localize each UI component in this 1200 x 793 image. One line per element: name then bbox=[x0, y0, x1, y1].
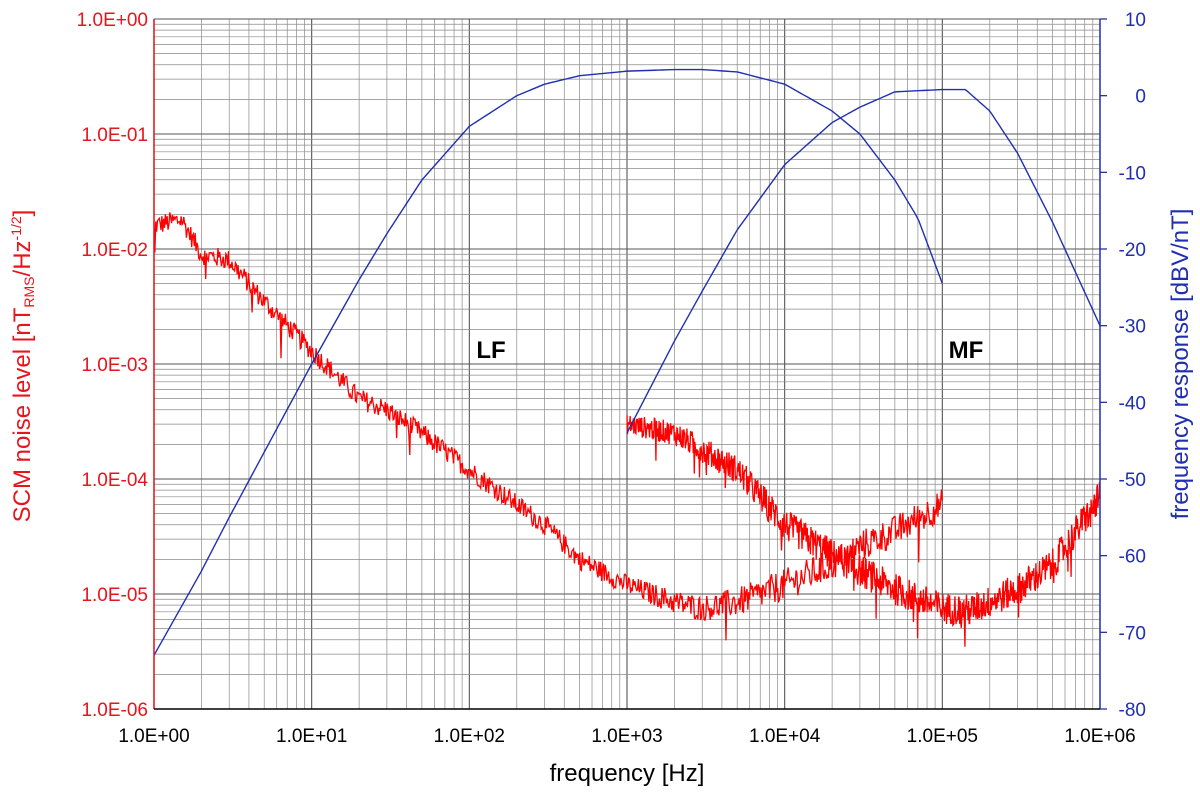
y-left-tick-label: 1.0E-02 bbox=[81, 240, 148, 261]
response-series-2 bbox=[153, 68, 943, 656]
noise-series-1 bbox=[626, 415, 1101, 647]
x-tick-label: 1.0E+04 bbox=[749, 726, 821, 747]
y-right-tick-label: -40 bbox=[1119, 393, 1146, 414]
x-tick-label: 1.0E+02 bbox=[434, 726, 505, 747]
y-right-tick-label: 10 bbox=[1125, 10, 1146, 31]
y-left-tick-label: 1.0E-06 bbox=[81, 700, 148, 721]
y-left-tick-label: 1.0E-03 bbox=[81, 355, 148, 376]
x-tick-label: 1.0E+06 bbox=[1064, 726, 1135, 747]
y-right-tick-label: -60 bbox=[1119, 547, 1146, 568]
annotation-mf: MF bbox=[949, 337, 984, 364]
y-left-tick-label: 1.0E-01 bbox=[81, 125, 148, 146]
y-right-tick-label: -20 bbox=[1119, 240, 1146, 261]
annotation-lf: LF bbox=[476, 337, 505, 364]
y-axis-left-label: SCM noise level [nTRMS/Hz-1/2] bbox=[8, 210, 37, 523]
series-layer bbox=[153, 68, 1101, 656]
axes bbox=[153, 18, 1107, 710]
y-right-tick-label: -30 bbox=[1119, 317, 1146, 338]
x-axis-label: frequency [Hz] bbox=[550, 760, 705, 787]
x-tick-label: 1.0E+05 bbox=[907, 726, 978, 747]
y-right-tick-label: -80 bbox=[1119, 700, 1146, 721]
y-right-tick-label: -10 bbox=[1119, 163, 1146, 184]
y-axis-right-label: frequency response [dBV/nT] bbox=[1167, 209, 1194, 520]
y-left-label-sub: RMS bbox=[21, 276, 37, 307]
x-tick-label: 1.0E+00 bbox=[118, 726, 189, 747]
grid bbox=[153, 19, 1100, 710]
y-left-label-sup: -1/2 bbox=[8, 216, 24, 240]
response-series-3 bbox=[626, 88, 1101, 434]
x-tick-label: 1.0E+01 bbox=[276, 726, 347, 747]
y-left-label-suffix: ] bbox=[9, 210, 36, 217]
y-right-tick-label: -50 bbox=[1119, 470, 1146, 491]
y-right-tick-label: 0 bbox=[1135, 87, 1146, 108]
y-right-tick-label: -70 bbox=[1119, 623, 1146, 644]
y-left-tick-label: 1.0E+00 bbox=[77, 10, 148, 31]
tick-labels: 1.0E+00 1.0E-01 1.0E-02 1.0E-03 1.0E-04 1.0E-… bbox=[77, 10, 1146, 747]
y-left-label-mid: /Hz bbox=[9, 240, 36, 276]
noise-series-0 bbox=[153, 212, 943, 641]
x-tick-label: 1.0E+03 bbox=[591, 726, 662, 747]
y-left-tick-label: 1.0E-04 bbox=[81, 470, 148, 491]
y-left-tick-label: 1.0E-05 bbox=[81, 585, 148, 606]
y-left-label-prefix: SCM noise level [nT bbox=[9, 307, 36, 522]
